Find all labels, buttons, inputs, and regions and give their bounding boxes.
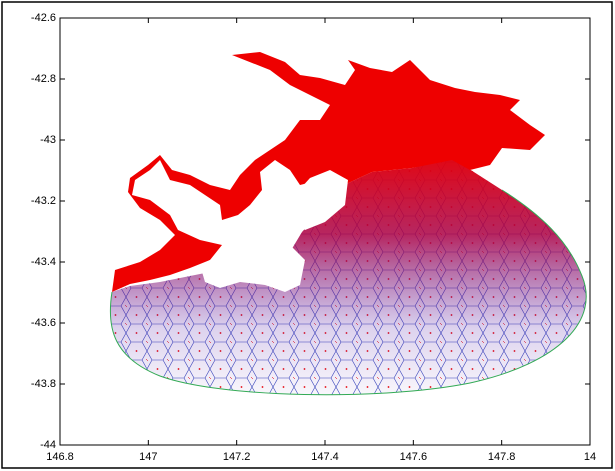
y-tick-label: -43 <box>40 134 56 146</box>
y-tick-label: -42.6 <box>31 12 56 24</box>
y-tick-label: -43.8 <box>31 378 56 390</box>
x-tick-label: 147.4 <box>311 451 339 463</box>
y-tick-label: -43.6 <box>31 317 56 329</box>
x-tick-label: 147.2 <box>223 451 251 463</box>
figure: 146.8 147 147.2 147.4 147.6 147.8 14 -42.6 -42.8… <box>0 0 615 471</box>
page: 146.8 147 147.2 147.4 147.6 147.8 14 -42.6 -42.8… <box>0 0 615 471</box>
y-tick-label: -43.4 <box>31 256 56 268</box>
x-tick-label: 147.8 <box>488 451 516 463</box>
y-tick-label: -43.2 <box>31 195 56 207</box>
x-tick-label: 146.8 <box>46 451 74 463</box>
x-tick-label: 14 <box>584 451 596 463</box>
y-tick-label: -42.8 <box>31 73 56 85</box>
x-tick-label: 147.6 <box>400 451 428 463</box>
y-tick-label: -44 <box>40 439 56 451</box>
x-tick-label: 147 <box>139 451 157 463</box>
